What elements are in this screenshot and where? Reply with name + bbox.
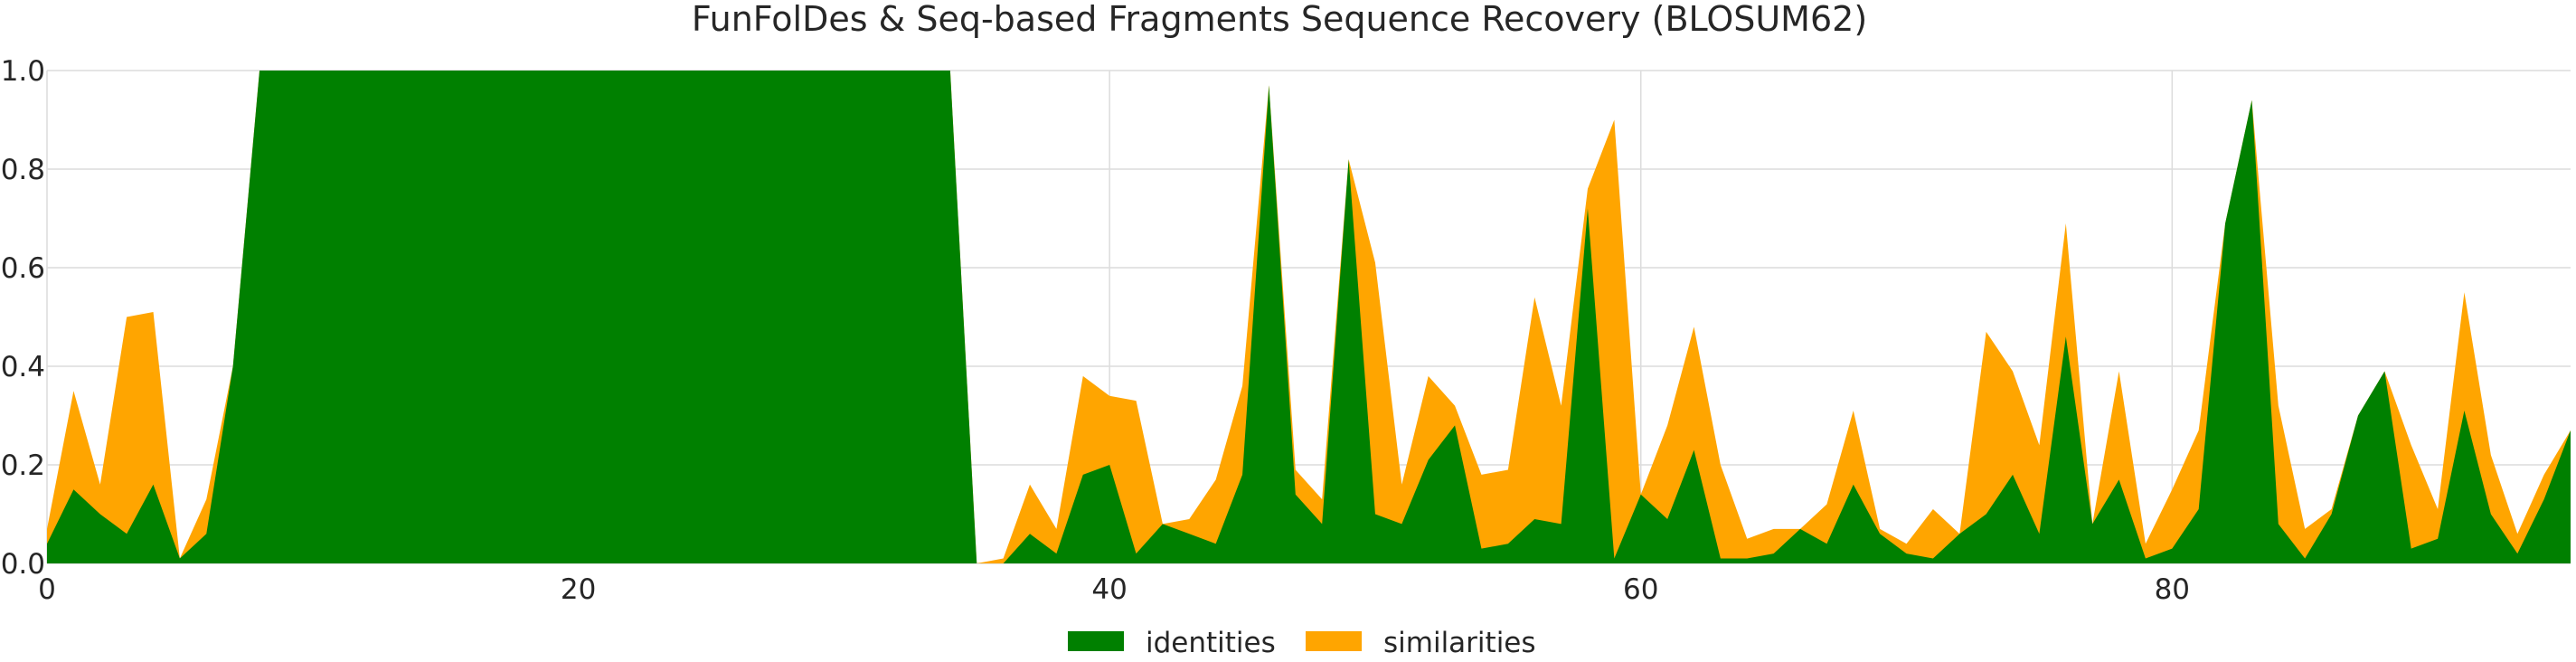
y-tick-label: 0.0: [1, 548, 45, 581]
legend-label-similarities: similarities: [1383, 627, 1536, 658]
legend-swatch-similarities: [1306, 631, 1362, 651]
axes: 0.0 0.2 0.4 0.6 0.8 1.0 0 20 40 60 80: [1, 55, 2190, 606]
y-tick-label: 0.4: [1, 351, 45, 383]
plot-areas: [47, 71, 2571, 563]
y-tick-label: 1.0: [1, 55, 45, 88]
legend: identities similarities: [1068, 627, 1536, 659]
y-tick-label: 0.8: [1, 154, 45, 186]
x-tick-label: 80: [2155, 573, 2190, 606]
x-tick-label: 20: [561, 573, 596, 606]
x-tick-label: 60: [1623, 573, 1658, 606]
x-tick-label: 0: [38, 573, 56, 606]
area-series-identities: [47, 71, 2571, 563]
y-tick-label: 0.2: [1, 449, 45, 482]
x-tick-label: 40: [1091, 573, 1127, 606]
legend-swatch-identities: [1068, 631, 1124, 651]
chart-title: FunFolDes & Seq-based Fragments Sequence…: [692, 0, 1867, 39]
y-tick-label: 0.6: [1, 252, 45, 285]
legend-label-identities: identities: [1146, 627, 1276, 658]
